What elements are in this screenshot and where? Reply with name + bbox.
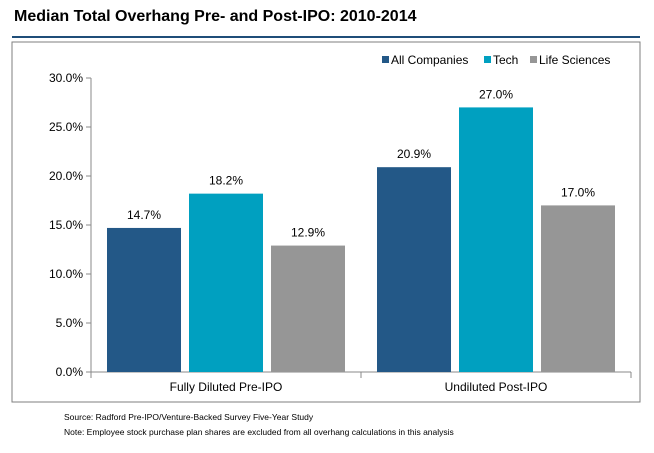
data-label: 27.0% <box>479 87 513 101</box>
title-underline <box>12 36 640 38</box>
bar-tech <box>459 107 533 373</box>
y-tick-label: 15.0% <box>49 218 83 232</box>
bar-life-sciences <box>271 245 345 372</box>
chart-title: Median Total Overhang Pre- and Post-IPO:… <box>14 8 417 25</box>
data-label: 20.9% <box>397 147 431 161</box>
y-tick-label: 20.0% <box>49 169 83 183</box>
bar-tech <box>189 193 263 372</box>
legend-label: Life Sciences <box>539 53 610 67</box>
x-tick-label: Fully Diluted Pre-IPO <box>170 380 283 394</box>
data-label: 12.9% <box>291 226 325 240</box>
footnote: Note: Employee stock purchase plan share… <box>64 427 454 437</box>
y-tick-label: 25.0% <box>49 120 83 134</box>
data-label: 18.2% <box>209 174 243 188</box>
bar-all-companies <box>377 167 451 372</box>
legend-label: Tech <box>493 53 518 67</box>
y-tick-label: 0.0% <box>56 365 84 379</box>
plot-frame <box>11 41 641 403</box>
bar-all-companies <box>107 227 181 372</box>
data-label: 17.0% <box>561 185 595 199</box>
data-label: 14.7% <box>127 208 161 222</box>
x-tick-label: Undiluted Post-IPO <box>445 380 548 394</box>
y-tick-label: 5.0% <box>56 316 84 330</box>
legend-label: All Companies <box>391 53 468 67</box>
bar-life-sciences <box>541 205 615 372</box>
source-note: Source: Radford Pre-IPO/Venture-Backed S… <box>64 412 314 422</box>
y-tick-label: 10.0% <box>49 267 83 281</box>
legend-swatch <box>530 56 537 63</box>
y-tick-label: 30.0% <box>49 71 83 85</box>
legend-swatch <box>382 56 389 63</box>
legend-swatch <box>484 56 491 63</box>
